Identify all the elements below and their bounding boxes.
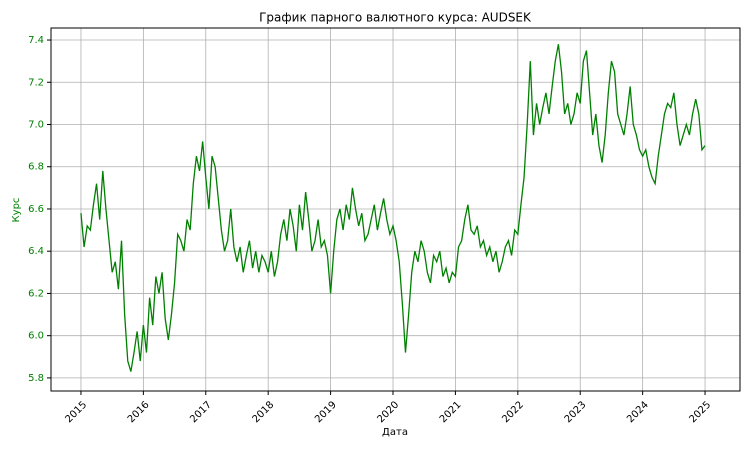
y-tick-label: 6.2	[28, 288, 44, 299]
x-tick-label: 2024	[625, 399, 651, 425]
y-tick-label: 6.8	[28, 162, 44, 173]
y-tick-label: 6.4	[28, 246, 44, 257]
x-tick-label: 2018	[251, 399, 277, 425]
y-tick-label: 5.8	[28, 373, 44, 384]
x-tick-label: 2022	[500, 399, 526, 425]
x-tick-label: 2017	[188, 399, 214, 425]
x-tick-label: 2016	[126, 399, 152, 425]
chart-title: График парного валютного курса: AUDSEK	[259, 11, 532, 25]
x-tick-label: 2019	[313, 399, 339, 425]
y-axis-label: Курс	[11, 198, 22, 223]
data-line	[80, 44, 706, 372]
y-tick-label: 7.4	[28, 35, 44, 46]
x-tick-label: 2025	[688, 399, 714, 425]
y-tick-label: 7.0	[28, 120, 44, 131]
y-tick-label: 6.6	[28, 204, 44, 215]
x-tick-label: 2023	[563, 399, 589, 425]
x-tick-label: 2021	[438, 399, 464, 425]
plot-frame	[50, 27, 741, 392]
x-axis-label: Дата	[382, 427, 408, 438]
y-tick-label: 6.0	[28, 331, 44, 342]
x-tick-label: 2015	[63, 399, 89, 425]
x-tick-label: 2020	[375, 399, 401, 425]
y-tick-label: 7.2	[28, 77, 44, 88]
